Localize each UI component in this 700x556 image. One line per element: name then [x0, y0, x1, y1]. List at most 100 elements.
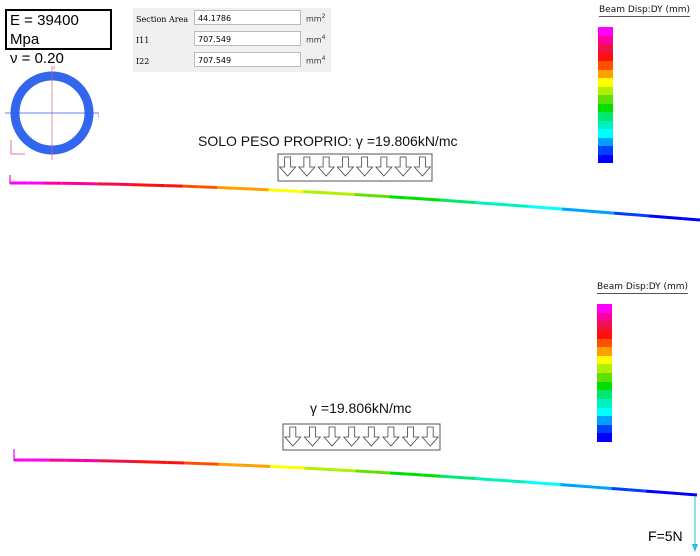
i11-field[interactable]: 707.549	[194, 31, 301, 46]
load-arrow-icon	[362, 426, 381, 447]
color-band	[598, 27, 613, 36]
beam-segment	[491, 478, 510, 483]
color-band	[598, 129, 613, 138]
color-band	[598, 154, 613, 163]
beam-segment	[268, 188, 287, 193]
beam-segment	[679, 492, 698, 497]
beam-segment	[303, 190, 321, 195]
beam-segment	[216, 185, 235, 190]
beam-segment	[167, 460, 185, 465]
i22-field[interactable]: 707.549	[194, 52, 301, 67]
beam-segment	[560, 483, 578, 488]
color-band	[598, 61, 613, 70]
beam-segment	[235, 463, 254, 468]
color-band	[597, 416, 612, 425]
color-band	[597, 373, 612, 382]
color-band	[597, 304, 612, 313]
legend-2-header: Beam Disp:DY (mm)	[597, 282, 689, 294]
load-box-2	[282, 423, 441, 451]
section-area-label: Section Area	[136, 15, 189, 24]
section-area-field[interactable]: 44.1786	[194, 10, 301, 25]
beam-segment	[182, 184, 200, 189]
deformed-beam-2	[13, 458, 698, 497]
unit: mm4	[306, 55, 326, 66]
load-arrow-icon	[382, 426, 400, 447]
beam-segment	[423, 473, 441, 478]
color-band	[598, 95, 613, 104]
beam-segment	[441, 198, 459, 203]
color-band	[597, 398, 612, 408]
load-arrow-icon	[413, 156, 432, 177]
i22-row: I22 707.549 mm4	[133, 50, 331, 70]
beam-segment	[320, 191, 338, 196]
beam-segment	[372, 194, 390, 199]
color-band	[598, 103, 613, 112]
poisson-ratio: ν = 0.20	[10, 50, 64, 67]
beam-segment	[544, 206, 563, 211]
beam-segment	[270, 464, 288, 469]
load-arrow-icon	[317, 156, 336, 177]
beam-segment	[234, 186, 252, 191]
load-arrow-icon	[342, 426, 361, 447]
beam-segment	[543, 481, 561, 487]
color-band	[597, 424, 612, 434]
legend-1-header: Beam Disp:DY (mm)	[599, 5, 691, 17]
color-band	[598, 52, 613, 61]
beam-segment	[561, 207, 580, 212]
color-band	[597, 321, 612, 330]
beam-segment	[147, 183, 166, 188]
beam-segment	[628, 488, 646, 493]
load-arrow-icon	[394, 156, 413, 177]
beam-segment	[321, 467, 339, 472]
load-arrow-icon	[355, 156, 374, 177]
legend-1-colorbar	[598, 27, 613, 163]
load-arrow-icon	[283, 426, 302, 447]
color-band	[597, 433, 612, 442]
beam-segment	[457, 475, 476, 481]
unit: mm4	[306, 34, 326, 45]
color-band	[597, 364, 612, 373]
beam-segment	[252, 464, 271, 468]
pipe-section: 2 1	[5, 65, 100, 160]
beam-segment	[474, 477, 493, 482]
beam-segment	[201, 462, 219, 466]
load-arrow-icon	[297, 156, 316, 177]
i22-label: I22	[136, 57, 150, 66]
beam-segment	[458, 199, 476, 205]
i11-label: I11	[136, 36, 150, 45]
legend-2-colorbar	[597, 304, 612, 442]
beam-segment	[596, 210, 614, 215]
beam-segment	[645, 489, 663, 494]
beam-segment	[389, 471, 407, 476]
beam-segment	[648, 214, 666, 219]
beam-segment	[510, 203, 528, 208]
svg-text:1: 1	[97, 113, 100, 118]
color-band	[597, 312, 612, 322]
load-box-1	[277, 153, 433, 182]
section-area-row: Section Area 44.1786 mm2	[133, 8, 331, 28]
beam-segment	[406, 472, 424, 477]
color-band	[598, 86, 613, 95]
color-band	[597, 355, 612, 365]
beam-segment	[285, 189, 304, 194]
beam-segment	[406, 196, 425, 201]
deformed-beam-1	[9, 181, 700, 222]
beam-segment	[372, 470, 390, 475]
unit: mm2	[306, 13, 326, 24]
color-band	[598, 44, 613, 53]
material-properties-box: E = 39400 Mpa ν = 0.20	[5, 9, 112, 67]
load-arrow-icon	[421, 426, 440, 447]
elastic-modulus: E = 39400 Mpa	[10, 12, 79, 48]
load-arrow-icon	[336, 156, 355, 177]
color-band	[598, 78, 613, 87]
color-band	[597, 381, 612, 391]
beam-segment	[389, 195, 407, 200]
color-band	[598, 146, 613, 155]
beam-segment	[440, 474, 459, 479]
beam-segment	[304, 466, 322, 471]
color-band	[598, 137, 613, 146]
beam-segment	[475, 201, 494, 206]
beam-segment	[492, 202, 511, 207]
